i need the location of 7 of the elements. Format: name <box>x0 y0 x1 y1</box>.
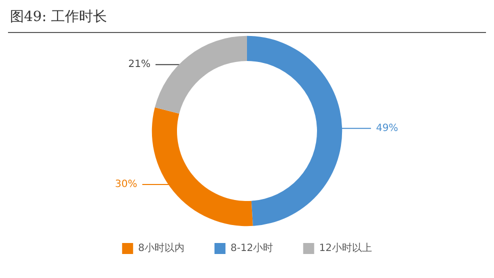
legend-label: 8-12小时 <box>230 242 274 254</box>
data-label: 30% <box>115 179 138 190</box>
legend-label: 8小时以内 <box>138 242 184 254</box>
legend-label: 12小时以上 <box>319 242 372 254</box>
data-label: 49% <box>376 122 398 134</box>
data-label: 21% <box>128 59 151 70</box>
chart-title: 图49: 工作时长 <box>8 8 486 33</box>
